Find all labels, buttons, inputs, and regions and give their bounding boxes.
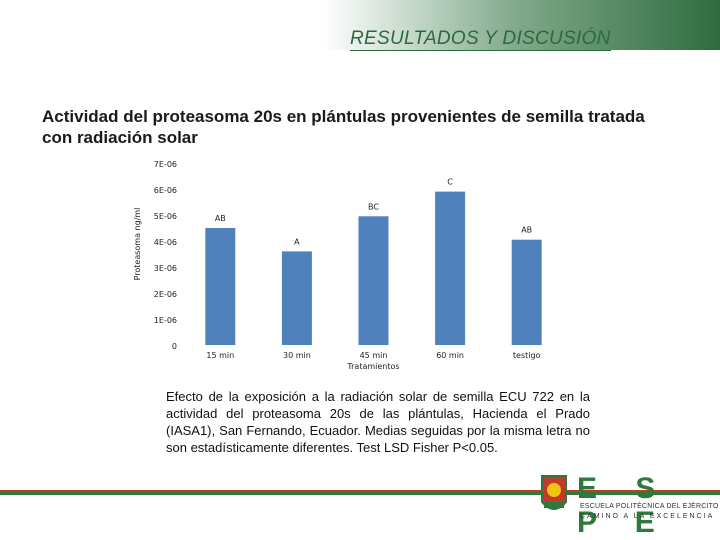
bar-label: AB	[215, 214, 226, 223]
slide-title: Actividad del proteasoma 20s en plántula…	[42, 107, 645, 147]
bar	[511, 239, 542, 345]
section-title-underline	[350, 50, 611, 51]
y-tick-label: 5E-06	[154, 212, 177, 221]
bar-label: A	[294, 237, 300, 246]
espe-crest-icon	[541, 475, 567, 510]
footer-line-red	[0, 490, 720, 492]
footer-line-green	[0, 492, 720, 495]
x-tick-label: 15 min	[206, 351, 234, 360]
y-tick-label: 0	[172, 342, 177, 351]
x-tick-label: 60 min	[436, 351, 464, 360]
section-title: RESULTADOS Y DISCUSIÓN	[350, 28, 611, 51]
y-tick-label: 7E-06	[154, 160, 177, 169]
figure-caption: Efecto de la exposición a la radiación s…	[166, 389, 590, 455]
y-tick-label: 3E-06	[154, 264, 177, 273]
x-tick-label: 45 min	[360, 351, 388, 360]
section-title-text: RESULTADOS Y DISCUSIÓN	[350, 28, 611, 49]
logo-line2: CAMINO A LA EXCELENCIA	[580, 513, 715, 520]
logo-letters: E S P E	[577, 472, 671, 539]
bar-chart: 0 1E-06 2E-06 3E-06 4E-06 5E-06 6E-06 7E-06 Prot…	[133, 160, 542, 371]
header-band	[0, 0, 720, 50]
x-axis-label: Tratamientos	[346, 362, 399, 371]
bar	[435, 191, 466, 345]
bar	[205, 228, 236, 345]
x-tick-label: testigo	[513, 351, 541, 360]
y-tick-label: 2E-06	[154, 290, 177, 299]
espe-logo	[541, 475, 567, 510]
bar-label: BC	[368, 202, 379, 211]
y-tick-label: 6E-06	[154, 186, 177, 195]
logo-line1: ESCUELA POLITÉCNICA DEL EJÉRCITO	[580, 503, 719, 510]
bar	[281, 251, 312, 345]
y-tick-label: 4E-06	[154, 238, 177, 247]
bar-label: AB	[521, 226, 532, 235]
bar-label: C	[447, 178, 453, 187]
x-tick-label: 30 min	[283, 351, 311, 360]
y-tick-label: 1E-06	[154, 316, 177, 325]
bar	[358, 216, 389, 345]
y-axis-label: Proteasoma ng/ml	[133, 208, 142, 281]
